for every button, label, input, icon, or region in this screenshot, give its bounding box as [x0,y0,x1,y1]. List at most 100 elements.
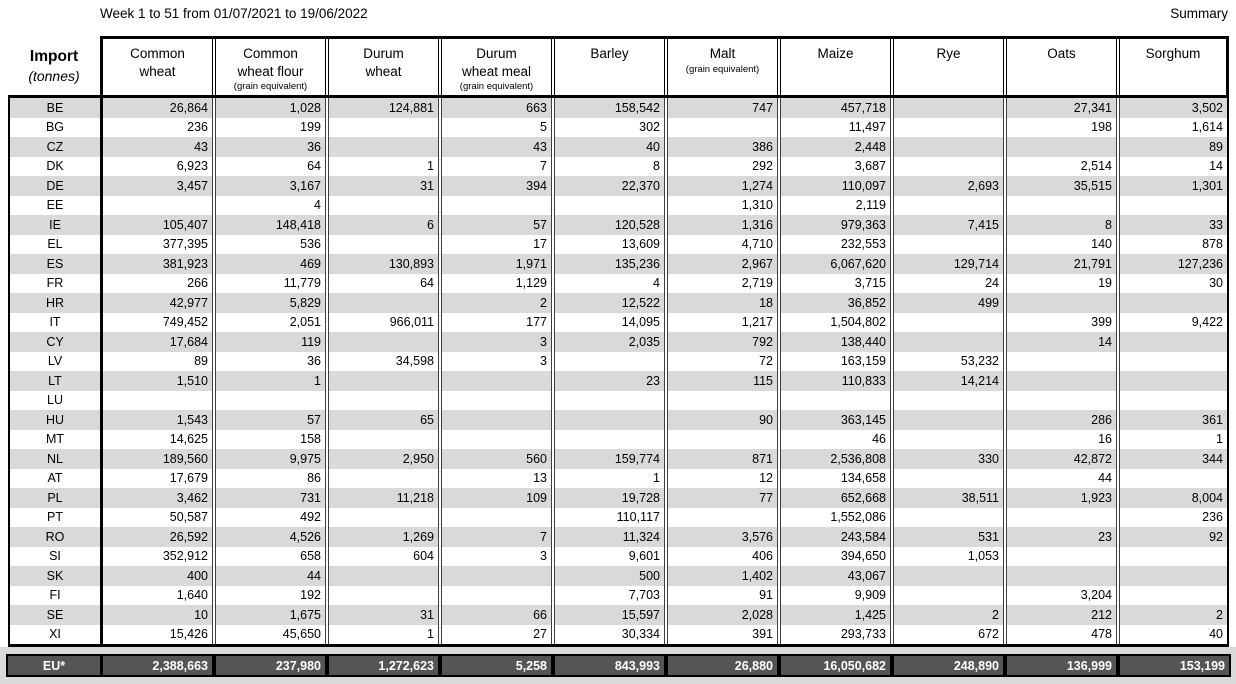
value-cell [1120,566,1229,586]
cell-divider [438,332,442,352]
value-cell [894,585,1003,605]
eu-total-cell: 248,890 [894,656,1003,675]
body-divider [100,566,103,586]
body-divider [100,332,103,352]
value-cell [1007,351,1116,371]
value-cell: 7,703 [555,585,664,605]
value-cell: 115 [668,371,777,391]
value-cell [442,429,551,449]
cell-divider [664,390,668,410]
cell-divider [325,293,329,313]
cell-divider [325,312,329,332]
value-cell [894,156,1003,176]
country-code-ro: RO [8,527,100,547]
cell-divider [777,507,781,527]
country-code-mt: MT [8,429,100,449]
country-code-nl: NL [8,449,100,469]
column-divider [777,36,781,98]
value-cell: 30,334 [555,624,664,644]
value-cell: 89 [103,351,212,371]
value-cell: 386 [668,137,777,157]
value-cell: 236 [103,117,212,137]
value-cell: 2,967 [668,254,777,274]
value-cell: 64 [216,156,325,176]
value-cell [329,137,438,157]
value-cell [103,195,212,215]
cell-divider [1116,234,1120,254]
cell-divider [1116,137,1120,157]
table-title: Import [29,47,79,65]
cell-divider [664,293,668,313]
value-cell: 330 [894,449,1003,469]
cell-divider [1003,605,1007,625]
value-cell: 19,728 [555,488,664,508]
eu-total-cell: 843,993 [555,656,664,675]
cell-divider [664,332,668,352]
value-cell [894,566,1003,586]
cell-divider [1003,527,1007,547]
cell-divider [664,410,668,430]
value-cell: 33 [1120,215,1229,235]
value-cell: 198 [1007,117,1116,137]
cell-divider [1116,293,1120,313]
value-cell: 747 [668,98,777,118]
cell-divider [1003,546,1007,566]
value-cell: 7 [442,156,551,176]
cell-divider [664,546,668,566]
column-divider [1003,36,1007,98]
value-cell: 394,650 [781,546,890,566]
cell-divider [890,507,894,527]
country-code-es: ES [8,254,100,274]
eu-total-cell: 1,272,623 [329,656,438,675]
value-cell: 400 [103,566,212,586]
cell-divider [438,390,442,410]
cell-divider [212,449,216,469]
cell-divider [438,488,442,508]
cell-divider [438,156,442,176]
country-code-sk: SK [8,566,100,586]
cell-divider [664,585,668,605]
column-header-label: Durum wheat [363,46,404,79]
value-cell: 499 [894,293,1003,313]
cell-divider [438,293,442,313]
value-cell: 391 [668,624,777,644]
column-header-sorghum: Sorghum [1120,36,1229,98]
cell-divider [212,390,216,410]
eu-cell-divider [212,656,216,675]
cell-divider [664,98,668,118]
cell-divider [1116,176,1120,196]
value-cell: 457,718 [781,98,890,118]
value-cell: 36,852 [781,293,890,313]
cell-divider [551,332,555,352]
country-code-hu: HU [8,410,100,430]
footer-band: EU* 2,388,663 237,980 1,272,623 5,258 843,993… [0,647,1236,684]
body-divider [100,215,103,235]
value-cell [442,390,551,410]
country-code-bg: BG [8,117,100,137]
cell-divider [664,566,668,586]
body-divider [100,234,103,254]
country-code-pl: PL [8,488,100,508]
eu-cell-divider [777,656,781,675]
eu-cell-divider [890,656,894,675]
cell-divider [325,351,329,371]
value-cell: 478 [1007,624,1116,644]
value-cell: 12 [668,468,777,488]
body-divider [100,605,103,625]
cell-divider [325,527,329,547]
value-cell: 2,693 [894,176,1003,196]
value-cell [894,429,1003,449]
cell-divider [1003,429,1007,449]
cell-divider [777,468,781,488]
value-cell: 381,923 [103,254,212,274]
column-header-subnote: (grain equivalent) [685,63,760,75]
value-cell: 36 [216,351,325,371]
top-bar: Week 1 to 51 from 01/07/2021 to 19/06/20… [0,0,1236,36]
value-cell: 2,536,808 [781,449,890,469]
cell-divider [1003,351,1007,371]
eu-total-cell: 136,999 [1007,656,1116,675]
cell-divider [890,254,894,274]
value-cell [329,234,438,254]
value-cell [329,585,438,605]
value-cell: 1 [555,468,664,488]
